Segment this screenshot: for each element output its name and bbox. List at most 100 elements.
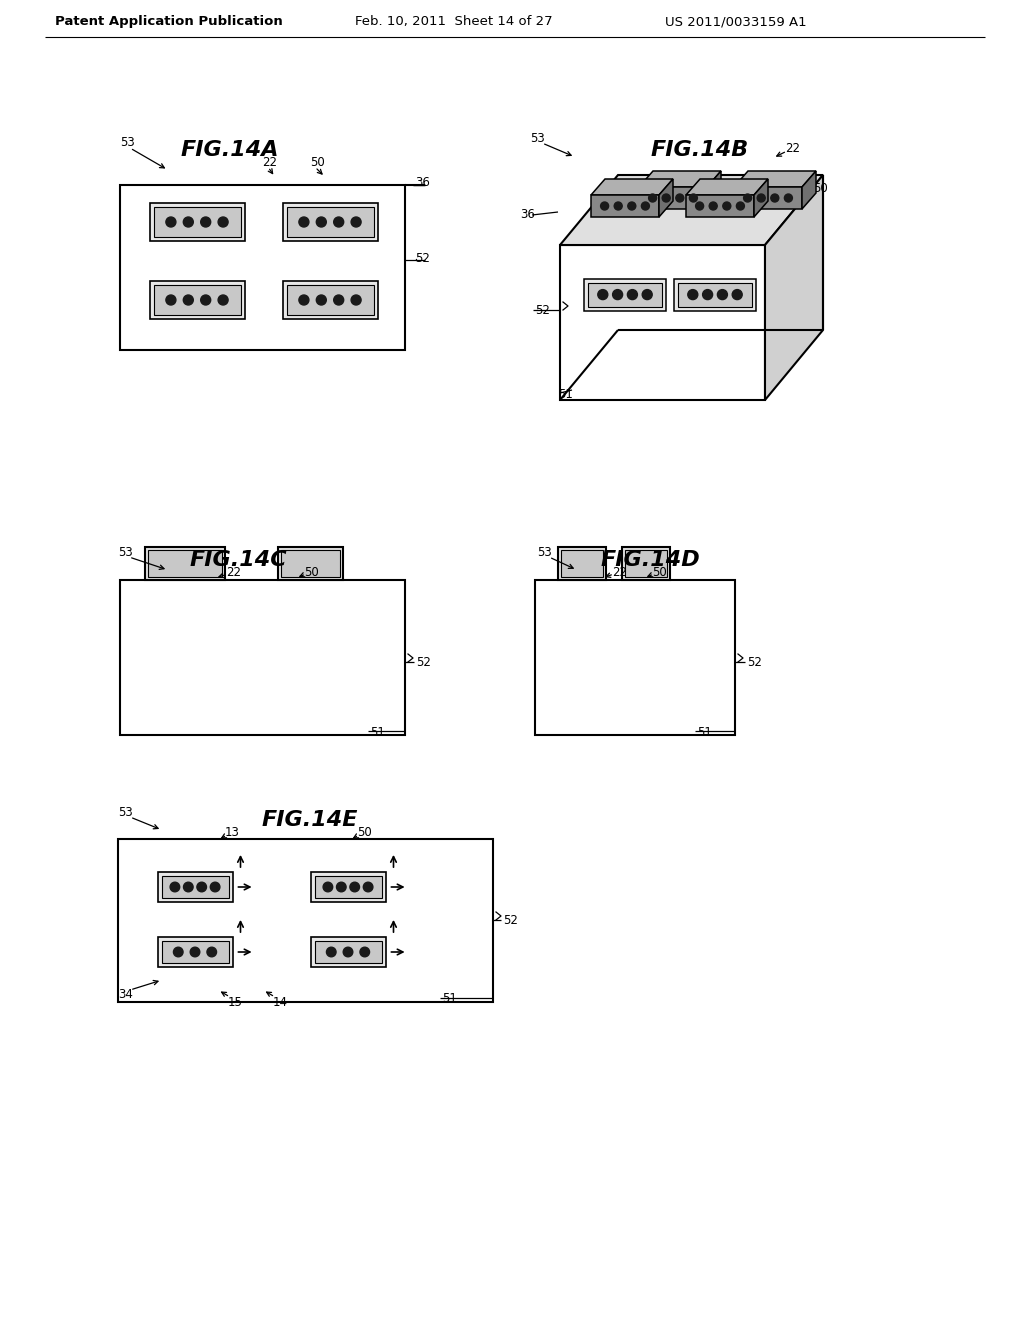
Circle shape (702, 289, 713, 300)
Text: 53: 53 (118, 545, 133, 558)
Bar (622, 546, 670, 579)
Polygon shape (754, 180, 768, 216)
Bar (310, 937, 385, 968)
Text: FIG.14C: FIG.14C (189, 550, 287, 570)
Text: FIG.14B: FIG.14B (651, 140, 750, 160)
Text: 52: 52 (535, 304, 550, 317)
Circle shape (350, 882, 359, 892)
Circle shape (334, 294, 344, 305)
Text: 50: 50 (304, 565, 318, 578)
Bar (584, 279, 666, 310)
Polygon shape (591, 180, 673, 195)
Circle shape (351, 294, 361, 305)
Bar (678, 282, 752, 306)
Circle shape (197, 882, 207, 892)
Bar (154, 207, 241, 238)
Circle shape (601, 202, 608, 210)
Text: Patent Application Publication: Patent Application Publication (55, 16, 283, 29)
Polygon shape (560, 246, 765, 400)
Circle shape (316, 294, 327, 305)
Circle shape (784, 194, 793, 202)
Circle shape (316, 216, 327, 227)
Bar (561, 550, 603, 577)
Bar (625, 550, 667, 577)
Text: 52: 52 (415, 252, 430, 264)
Text: 36: 36 (415, 177, 430, 190)
Bar (287, 207, 374, 238)
Bar (158, 937, 232, 968)
Bar (588, 282, 662, 306)
Bar (162, 876, 228, 898)
Circle shape (732, 289, 742, 300)
Text: 52: 52 (416, 656, 431, 668)
Text: 13: 13 (225, 825, 240, 838)
Text: 34: 34 (118, 989, 133, 1002)
Bar (287, 285, 374, 315)
Circle shape (718, 289, 727, 300)
Text: 15: 15 (228, 995, 243, 1008)
Text: US 2011/0033159 A1: US 2011/0033159 A1 (665, 16, 807, 29)
Circle shape (642, 289, 652, 300)
Circle shape (598, 289, 608, 300)
Circle shape (689, 194, 697, 202)
Polygon shape (734, 172, 816, 187)
Text: 14: 14 (273, 995, 288, 1008)
Polygon shape (591, 195, 659, 216)
Polygon shape (765, 176, 823, 400)
Polygon shape (659, 180, 673, 216)
Polygon shape (802, 172, 816, 209)
Bar (674, 279, 756, 310)
Circle shape (663, 194, 670, 202)
Text: 50: 50 (357, 825, 372, 838)
Circle shape (628, 289, 637, 300)
Circle shape (641, 202, 649, 210)
Circle shape (183, 216, 194, 227)
Circle shape (743, 194, 752, 202)
Text: 53: 53 (120, 136, 135, 149)
Text: 51: 51 (370, 726, 385, 738)
Polygon shape (639, 172, 721, 187)
Bar (558, 546, 606, 579)
Text: 36: 36 (520, 209, 535, 222)
Circle shape (723, 202, 731, 210)
Circle shape (337, 882, 346, 892)
Text: 52: 52 (746, 656, 762, 668)
Text: 22: 22 (612, 565, 627, 578)
Text: 51: 51 (697, 726, 712, 738)
Circle shape (201, 216, 211, 227)
Circle shape (207, 948, 216, 957)
Text: 51: 51 (442, 993, 457, 1006)
Circle shape (688, 289, 697, 300)
Text: 53: 53 (118, 805, 133, 818)
Bar (314, 876, 382, 898)
Circle shape (334, 216, 344, 227)
Polygon shape (707, 172, 721, 209)
Circle shape (364, 882, 373, 892)
Bar (281, 550, 340, 577)
Bar (118, 840, 493, 1002)
Circle shape (351, 216, 361, 227)
Text: 22: 22 (785, 141, 800, 154)
Circle shape (614, 202, 623, 210)
Circle shape (710, 202, 717, 210)
Text: FIG.14E: FIG.14E (262, 810, 358, 830)
Bar (158, 873, 232, 902)
Circle shape (695, 202, 703, 210)
Bar (150, 281, 245, 319)
Circle shape (327, 948, 336, 957)
Circle shape (183, 882, 194, 892)
Circle shape (299, 294, 309, 305)
Circle shape (612, 289, 623, 300)
Circle shape (771, 194, 779, 202)
Text: 53: 53 (530, 132, 545, 144)
Circle shape (183, 294, 194, 305)
Bar (154, 285, 241, 315)
Polygon shape (734, 187, 802, 209)
Circle shape (676, 194, 684, 202)
Bar (283, 203, 378, 242)
Text: FIG.14D: FIG.14D (600, 550, 699, 570)
Text: Feb. 10, 2011  Sheet 14 of 27: Feb. 10, 2011 Sheet 14 of 27 (355, 16, 553, 29)
Bar (314, 941, 382, 964)
Bar (120, 185, 406, 350)
Bar (283, 281, 378, 319)
